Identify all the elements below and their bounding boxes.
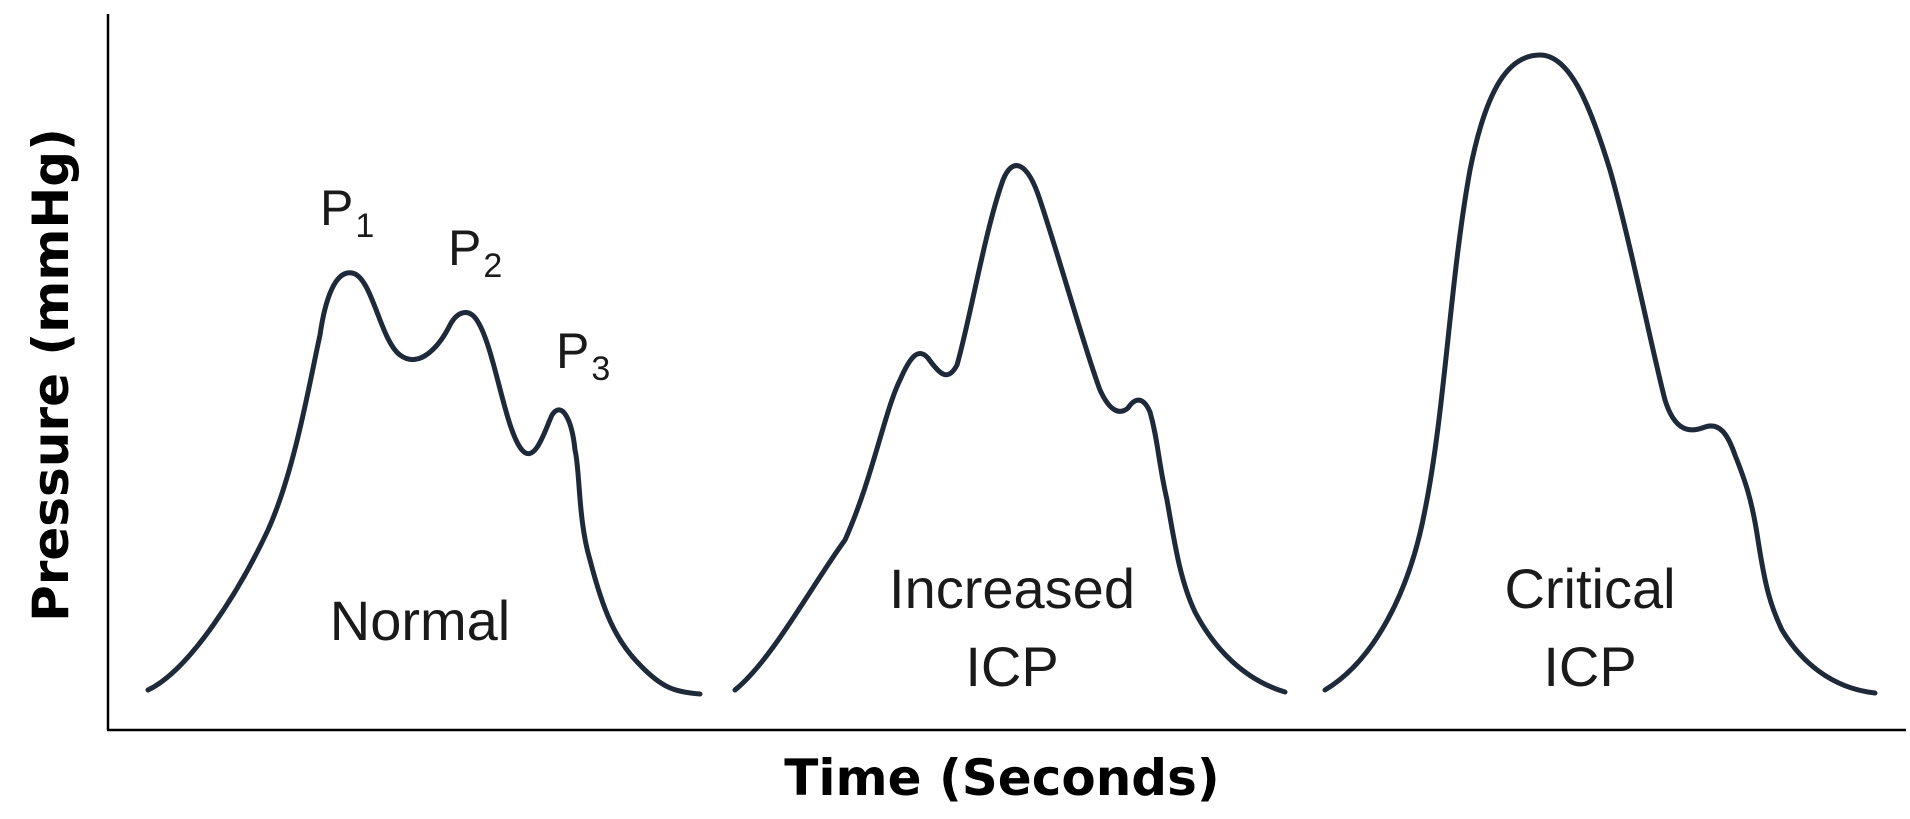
y-axis-title: Pressure (mmHg) [22,128,80,622]
x-axis-title: Time (Seconds) [784,749,1219,807]
increased-icp-label-line2: ICP [965,635,1058,698]
normal-waveform [145,270,703,697]
peak-label-p2: P2 [448,220,502,285]
increased-icp-waveform [732,163,1288,695]
normal-label: Normal [330,589,510,652]
critical-icp-label-line2: ICP [1543,635,1636,698]
increased-icp-label-line1: Increased [889,557,1135,620]
critical-icp-waveform [1322,52,1878,696]
peak-label-p1: P1 [320,180,374,245]
critical-icp-label-line1: Critical [1504,557,1675,620]
peak-label-p3: P3 [556,323,610,388]
